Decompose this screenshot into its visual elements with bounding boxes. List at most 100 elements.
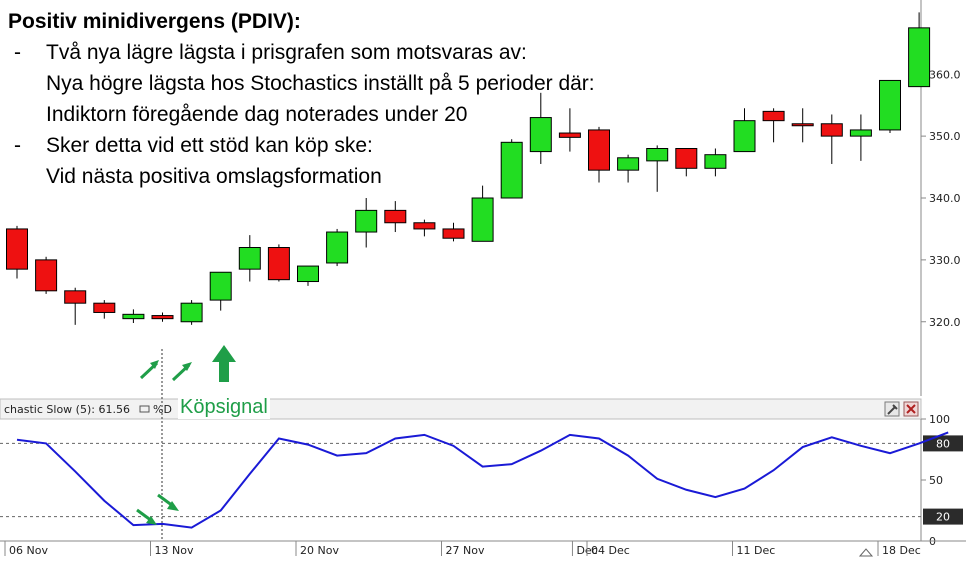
candle-body <box>588 129 610 171</box>
candle-down <box>588 126 610 183</box>
annotation-bullet-1: - Två nya lägre lägsta i prisgrafen som … <box>8 37 595 130</box>
price-y-ticks: 320.0 330.0 340.0 350.0 360.0 <box>921 68 961 329</box>
reference-label-box <box>923 435 963 452</box>
candle-body <box>646 148 669 162</box>
reference-label-box <box>923 508 963 525</box>
x-tick-label: 13 Nov <box>155 544 194 557</box>
x-tick-label: 06 Nov <box>9 544 48 557</box>
close-icon[interactable] <box>903 401 919 417</box>
candle-body <box>558 132 581 138</box>
candle-body <box>733 120 756 153</box>
candle-down <box>762 108 785 143</box>
stoch-reference-lines: 80 20 <box>0 435 963 525</box>
candle-down <box>791 108 814 143</box>
candle-body <box>820 123 843 137</box>
candle-body <box>617 157 640 171</box>
candle-up <box>297 265 319 286</box>
x-tick-label: 11 Dec <box>737 544 776 557</box>
candle-up <box>646 145 669 192</box>
price-tick-label: 320.0 <box>929 316 961 329</box>
candle-down <box>413 219 436 237</box>
candle-body <box>180 302 203 323</box>
scroll-marker-icon[interactable] <box>858 548 874 557</box>
candle-down <box>64 287 87 325</box>
candle-body <box>297 265 319 283</box>
candle-down <box>151 312 174 322</box>
buy-signal-arrow-up <box>212 345 236 382</box>
candle-body <box>908 27 931 88</box>
candle-body <box>529 117 552 153</box>
x-tick-label: 04 Dec <box>591 544 630 557</box>
stoch-tick-label: 50 <box>929 474 943 487</box>
arrow-price-low-1 <box>139 360 159 380</box>
candle-up <box>500 139 523 199</box>
candle-down <box>93 300 116 319</box>
annotation-line: Indiktorn föregående dag noterades under… <box>46 103 468 126</box>
annotation-line: Vid nästa positiva omslagsformation <box>46 165 382 188</box>
candle-up <box>617 154 640 183</box>
candle-body <box>6 228 28 270</box>
candle-down <box>558 108 581 152</box>
annotation-line: Två nya lägre lägsta i prisgrafen som mo… <box>46 41 527 64</box>
reference-label: 20 <box>936 511 950 524</box>
candle-body <box>64 290 87 304</box>
candle-body <box>442 228 465 239</box>
price-tick-label: 360.0 <box>929 68 961 81</box>
stochastic-line <box>16 431 949 529</box>
candle-down <box>820 114 843 164</box>
stoch-tick-label: 100 <box>929 413 950 426</box>
price-tick-label: 330.0 <box>929 254 961 267</box>
candle-body <box>675 148 698 169</box>
candle-body <box>151 315 174 320</box>
candle-body <box>413 222 436 230</box>
annotation-title: Positiv minidivergens (PDIV): <box>8 10 301 33</box>
x-tick-label: 20 Nov <box>300 544 339 557</box>
reference-label: 80 <box>936 437 950 450</box>
candle-body <box>267 247 290 281</box>
indicator-header-bar <box>0 398 922 420</box>
candle-up <box>849 114 872 161</box>
annotation-block: Positiv minidivergens (PDIV): - Två nya … <box>8 6 595 192</box>
candle-up <box>238 235 261 282</box>
arrow-stoch-low-1 <box>136 508 157 525</box>
bullet-dash: - <box>14 41 21 64</box>
candle-up <box>704 148 727 177</box>
legend-swatch <box>139 405 150 413</box>
candle-up <box>733 108 756 153</box>
wrench-icon[interactable] <box>884 401 900 417</box>
candle-body <box>704 154 727 169</box>
candle-down <box>442 222 465 242</box>
buy-signal-label: Köpsignal <box>178 396 270 419</box>
annotation-arrows <box>136 345 236 525</box>
candle-body <box>471 197 494 242</box>
candle-up <box>355 198 378 248</box>
candle-down <box>384 201 407 233</box>
candle-down <box>35 256 58 294</box>
candle-up <box>908 12 931 88</box>
candle-body <box>384 209 407 224</box>
x-tick-label: 18 Dec <box>882 544 921 557</box>
candle-body <box>355 209 378 233</box>
candle-up <box>180 300 203 325</box>
candle-body <box>791 123 814 127</box>
candle-body <box>326 231 349 264</box>
price-tick-label: 340.0 <box>929 192 961 205</box>
candle-down <box>6 225 28 279</box>
candle-down <box>675 148 698 177</box>
arrow-price-low-2 <box>171 362 192 382</box>
price-candles <box>6 12 931 325</box>
x-tick-label: 27 Nov <box>446 544 485 557</box>
candle-body <box>879 79 901 131</box>
price-tick-label: 350.0 <box>929 130 961 143</box>
candle-body <box>35 259 58 292</box>
candle-up <box>122 309 145 323</box>
arrow-stoch-low-2 <box>157 493 179 511</box>
candle-body <box>93 302 116 313</box>
candle-up <box>326 228 349 267</box>
candle-up <box>529 92 552 164</box>
annotation-bullet-2: - Sker detta vid ett stöd kan köp ske: V… <box>8 130 595 192</box>
candle-up <box>209 271 232 311</box>
candle-body <box>122 313 145 320</box>
candle-body <box>500 141 523 199</box>
